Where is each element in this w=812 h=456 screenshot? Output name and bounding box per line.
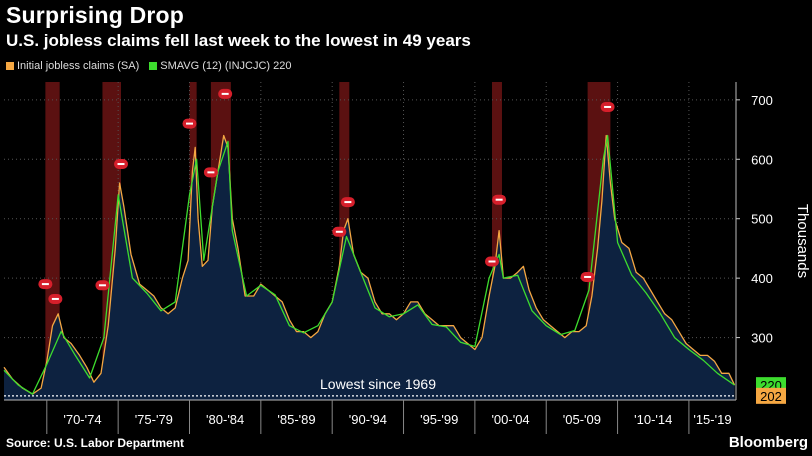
series-line-smavg [3, 134, 735, 395]
recession-marker-tick-12 [604, 105, 612, 108]
claims-area [4, 135, 735, 400]
y-tick-label-300: 300 [751, 331, 773, 346]
recession-marker-tick-3 [117, 163, 125, 166]
recession-marker-tick-10 [495, 198, 503, 201]
x-tick-label-9: '15-'19 [693, 412, 731, 427]
axes: 300 400 500 600 700 '70-'74 '75-'79 '80-'84 '85-… [4, 82, 786, 434]
chart-title: Surprising Drop [6, 2, 185, 28]
y-tick-label-700: 700 [751, 93, 773, 108]
x-tick-label-6: '00-'04 [491, 412, 529, 427]
last-value-box [756, 387, 786, 404]
x-tick-label-7: '05-'09 [563, 412, 601, 427]
recession-marker-tick-5 [207, 171, 215, 174]
recession-marker-tick-7 [335, 230, 343, 233]
chart-svg: Lowest since 1969 300 400 500 600 700 '70-'74… [3, 82, 811, 434]
y-tick-label-400: 400 [751, 271, 773, 286]
series-lines: Lowest since 1969 [3, 134, 736, 397]
recession-marker-tick-0 [41, 283, 49, 286]
recession-marker-tick-8 [344, 201, 352, 204]
x-tick-label-5: '95-'99 [420, 412, 458, 427]
legend-item-initial-claims: Initial jobless claims (SA) [6, 60, 139, 72]
recession-marker-tick-4 [185, 122, 193, 125]
recession-marker-tick-11 [584, 275, 592, 278]
y-axis-label: Thousands [794, 204, 811, 278]
y-tick-label-600: 600 [751, 152, 773, 167]
x-tick-label-4: '90-'94 [349, 412, 387, 427]
x-tick-label-3: '85-'89 [277, 412, 315, 427]
recession-markers [38, 88, 615, 304]
lowest-annotation: Lowest since 1969 [320, 376, 436, 392]
x-tick-label-8: '10-'14 [634, 412, 672, 427]
recession-marker-tick-6 [221, 92, 229, 95]
recession-marker-tick-9 [488, 260, 496, 263]
y-tick-label-500: 500 [751, 212, 773, 227]
x-tick-label-0: '70-'74 [63, 412, 101, 427]
legend-label-smavg: SMAVG (12) (INJCJC) 220 [160, 60, 292, 72]
source-note: Source: U.S. Labor Department [6, 436, 185, 450]
series-line-initial-claims [3, 134, 736, 395]
legend: Initial jobless claims (SA) SMAVG (12) (… [6, 60, 301, 72]
x-tick-label-2: '80-'84 [206, 412, 244, 427]
recession-marker-tick-2 [98, 284, 106, 287]
area-layer [4, 135, 735, 400]
legend-swatch-green [149, 62, 158, 70]
x-tick-label-1: '75-'79 [135, 412, 173, 427]
bloomberg-logo: Bloomberg [728, 434, 808, 451]
legend-swatch-orange [6, 62, 14, 70]
recession-band-5 [492, 82, 502, 400]
chart-subtitle: U.S. jobless claims fell last week to th… [6, 31, 471, 50]
recession-marker-tick-1 [51, 297, 59, 300]
legend-label-initial-claims: Initial jobless claims (SA) [17, 60, 140, 72]
legend-item-smavg: SMAVG (12) (INJCJC) 220 [149, 60, 291, 72]
last-value-label: 202 [760, 389, 782, 404]
